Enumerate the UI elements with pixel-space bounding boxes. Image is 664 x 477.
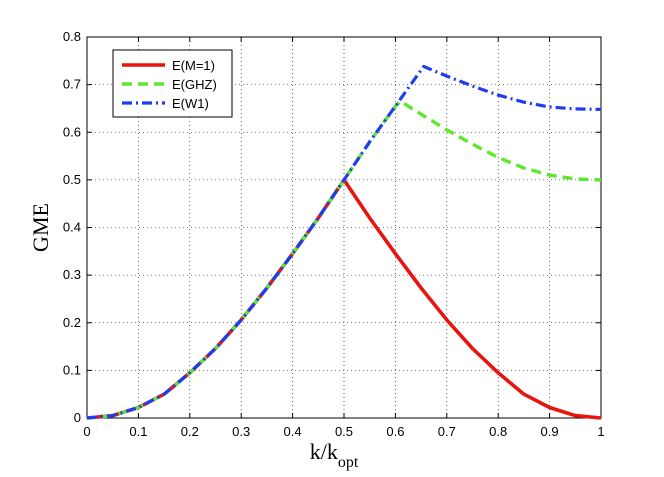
x-axis-label-subscript: opt — [338, 454, 359, 471]
x-tick-label: 0.7 — [438, 424, 456, 439]
x-tick-label: 0.1 — [129, 424, 147, 439]
legend-box — [112, 49, 233, 118]
y-tick-label: 0 — [74, 410, 81, 425]
x-tick-label: 0.8 — [489, 424, 507, 439]
x-tick-label: 0.2 — [181, 424, 199, 439]
series-line-1 — [86, 178, 602, 420]
series-line-3 — [86, 64, 602, 420]
y-tick-label: 0.7 — [63, 77, 81, 92]
y-tick-label: 0.4 — [63, 220, 81, 235]
x-tick-label: 0 — [83, 424, 90, 439]
x-axis-label: k/kopt — [310, 439, 359, 471]
y-tick-label: 0.5 — [63, 172, 81, 187]
x-tick-label: 0.5 — [335, 424, 353, 439]
grid — [87, 37, 601, 418]
x-tick-label: 1 — [597, 424, 604, 439]
legend-label-3: E(W1) — [172, 96, 209, 111]
y-axis-label: GME — [28, 203, 53, 252]
y-tick-label: 0.8 — [63, 29, 81, 44]
legend: E(M=1) E(GHZ) E(W1) — [112, 49, 233, 118]
y-tick-label: 0.6 — [63, 124, 81, 139]
y-tick-label: 0.1 — [63, 362, 81, 377]
x-axis-label-main: k/k — [310, 439, 338, 464]
legend-label-2: E(GHZ) — [172, 77, 217, 92]
x-tick-label: 0.4 — [284, 424, 302, 439]
axis-ticks: 0 0.1 0.2 0.3 0.4 0.5 0.6 0.7 0.8 0.9 1 0 0.1 0.2 0.3 0… — [63, 29, 605, 439]
series-lines — [86, 64, 602, 420]
legend-label-1: E(M=1) — [172, 58, 215, 73]
y-tick-label: 0.2 — [63, 315, 81, 330]
x-tick-label: 0.9 — [541, 424, 559, 439]
x-tick-label: 0.3 — [232, 424, 250, 439]
y-tick-label: 0.3 — [63, 267, 81, 282]
x-tick-label: 0.6 — [386, 424, 404, 439]
